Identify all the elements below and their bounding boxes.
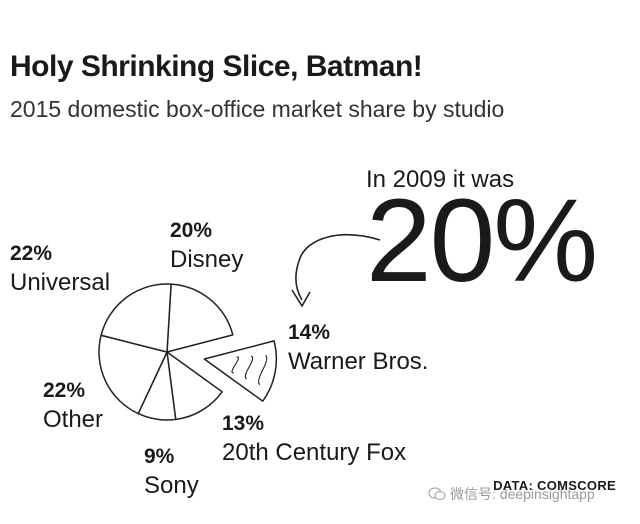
chart-title: Holy Shrinking Slice, Batman! — [10, 50, 423, 83]
slice-value-label: 14% — [288, 321, 331, 344]
pie-slice-20th-century-fox — [166, 351, 223, 421]
data-source: DATA: COMSCORE — [493, 478, 616, 493]
slice-texture-line — [244, 355, 254, 380]
slice-label-universal: 22% Universal — [10, 239, 110, 297]
slice-name-label: Sony — [144, 472, 199, 499]
pie-slice-universal — [100, 283, 172, 353]
chart-subtitle: 2015 domestic box-office market share by… — [10, 96, 505, 122]
slice-label-warner-bros: 14% Warner Bros. — [288, 318, 428, 376]
slice-name-label: Warner Bros. — [288, 348, 429, 375]
pie-slice-other — [98, 334, 168, 415]
slice-value-label: 13% — [222, 412, 265, 435]
callout-text: In 2009 it was — [366, 166, 515, 193]
watermark: 微信号: deepinsightapp — [428, 484, 595, 504]
slice-label-20th-century-fox: 13% 20th Century Fox — [222, 409, 406, 467]
wechat-icon — [428, 487, 446, 501]
slice-name-label: 20th Century Fox — [222, 439, 407, 466]
slice-name-label: Universal — [10, 269, 111, 296]
pie-slices — [98, 283, 278, 421]
watermark-text: 微信号: deepinsightapp — [450, 486, 595, 502]
callout-arrow — [295, 234, 381, 301]
slice-value-label: 20% — [170, 219, 213, 242]
slice-texture-line — [231, 356, 240, 374]
callout-value: 20% — [366, 175, 598, 307]
slice-name-label: Other — [43, 406, 104, 433]
pie-slice-disney — [166, 283, 234, 353]
slice-texture-line — [258, 354, 268, 386]
slice-value-label: 9% — [144, 445, 175, 468]
slice-label-sony: 9% Sony — [144, 442, 199, 500]
slice-label-other: 22% Other — [43, 376, 103, 434]
pie-slice-warner-bros — [203, 340, 278, 402]
slice-label-disney: 20% Disney — [170, 216, 243, 274]
slice-name-label: Disney — [170, 246, 244, 273]
slice-value-label: 22% — [43, 379, 86, 402]
callout-arrow-head — [291, 289, 311, 308]
slice-value-label: 22% — [10, 242, 53, 265]
